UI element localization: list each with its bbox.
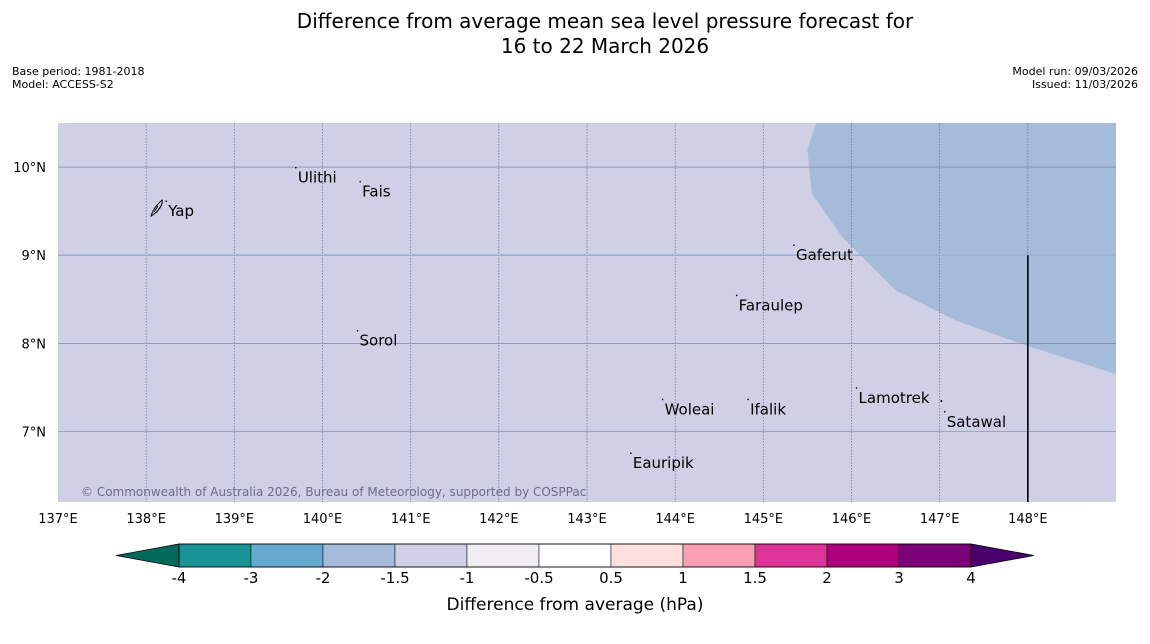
colorbar-tick-label: 0.5 [599, 569, 623, 587]
lon-label: 141°E [391, 512, 431, 527]
island-marker [855, 387, 858, 389]
colorbar: -4 -3 -2 -1.5 -1 -0.5 0.5 1 1.5 2 3 4 [115, 543, 1035, 587]
colorbar-tick-label: -0.5 [524, 569, 553, 587]
colorbar-tick-label: -1 [460, 569, 475, 587]
island-marker [356, 329, 359, 332]
colorbar-tick-label: 3 [894, 569, 904, 587]
lon-label: 138°E [126, 512, 166, 527]
colorbar-tick-label: 1 [678, 569, 688, 587]
place-label-sorol: Sorol [360, 332, 398, 350]
place-label-fais: Fais [362, 183, 391, 201]
meta-right: Model run: 09/03/2026 Issued: 11/03/2026 [1012, 65, 1138, 91]
place-label-lamotrek: Lamotrek [859, 389, 930, 407]
lat-label: 8°N [22, 337, 47, 352]
colorbar-segment [610, 543, 684, 568]
place-label-eauripik: Eauripik [633, 454, 694, 472]
lon-label: 147°E [920, 512, 960, 527]
place-label-woleai: Woleai [665, 400, 715, 418]
island-marker [359, 180, 361, 183]
colorbar-tick-label: 4 [966, 569, 976, 587]
model-text: Model: ACCESS-S2 [12, 78, 114, 91]
colorbar-segment [898, 543, 972, 568]
lon-label: 144°E [655, 512, 695, 527]
lon-label: 148°E [1008, 512, 1048, 527]
place-label-ifalik: Ifalik [750, 400, 786, 418]
colorbar-label: Difference from average (hPa) [447, 595, 704, 615]
island-marker [630, 452, 632, 455]
colorbar-tick-label: -3 [244, 569, 259, 587]
colorbar-segment [538, 543, 612, 568]
island-marker [793, 244, 795, 247]
pressure-anomaly-region [807, 123, 1116, 375]
colorbar-tick-label: -1.5 [380, 569, 409, 587]
colorbar-high-extend [970, 543, 1035, 568]
title-line-1: Difference from average mean sea level p… [296, 9, 914, 33]
colorbar-frame [178, 543, 972, 568]
lon-label: 143°E [567, 512, 607, 527]
islet-marker [940, 399, 943, 402]
longitude-gridlines [145, 123, 1029, 502]
colorbar-segment [394, 543, 468, 568]
place-label-yap: Yap [167, 202, 194, 220]
lon-label: 137°E [38, 512, 78, 527]
lon-label: 140°E [303, 512, 343, 527]
model-run-text: Model run: 09/03/2026 [1012, 65, 1138, 78]
latitude-labels: 10°N 9°N 8°N 7°N [13, 161, 46, 440]
colorbar-segment [322, 543, 396, 568]
colorbar-tick-label: -4 [172, 569, 187, 587]
colorbar-tick-label: -2 [316, 569, 331, 587]
place-label-gaferut: Gaferut [796, 246, 853, 264]
yap-island-shape [150, 199, 163, 217]
latitude-gridlines [58, 166, 1116, 432]
colorbar-segment [682, 543, 756, 568]
place-label-ulithi: Ulithi [298, 169, 337, 187]
island-marker [735, 294, 738, 297]
colorbar-segment [466, 543, 540, 568]
island-marker [747, 398, 749, 401]
lat-label: 9°N [22, 249, 47, 264]
island-marker [295, 166, 297, 169]
place-label-faraulep: Faraulep [739, 296, 803, 314]
island-marker [165, 200, 168, 202]
lon-label: 139°E [215, 512, 255, 527]
issued-text: Issued: 11/03/2026 [1031, 78, 1138, 91]
lat-label: 10°N [13, 161, 46, 176]
lon-label: 142°E [479, 512, 519, 527]
title-line-2: 16 to 22 March 2026 [500, 34, 710, 58]
longitude-labels: 137°E 138°E 139°E 140°E 141°E 142°E 143°E 144°E… [38, 512, 1047, 527]
colorbar-low-extend [115, 543, 180, 568]
copyright-text: © Commonwealth of Australia 2026, Bureau… [81, 485, 586, 499]
lat-label: 7°N [22, 425, 47, 440]
colorbar-tick-label: 2 [822, 569, 832, 587]
colorbar-tick-label: 1.5 [743, 569, 767, 587]
lon-label: 145°E [744, 512, 784, 527]
island-marker [661, 398, 664, 401]
colorbar-segment [178, 543, 252, 568]
island-marker [943, 410, 946, 413]
colorbar-segment [826, 543, 900, 568]
place-labels: Yap Ulithi Fais Gaferut Faraulep Sorol Lamotre… [165, 166, 1006, 472]
place-label-satawal: Satawal [947, 413, 1006, 431]
meta-left: Base period: 1981-2018 Model: ACCESS-S2 [12, 65, 144, 91]
lon-label: 146°E [832, 512, 872, 527]
colorbar-segment [754, 543, 828, 568]
base-period-text: Base period: 1981-2018 [12, 65, 145, 78]
colorbar-segment [250, 543, 324, 568]
map-title: Difference from average mean sea level p… [0, 9, 1150, 59]
